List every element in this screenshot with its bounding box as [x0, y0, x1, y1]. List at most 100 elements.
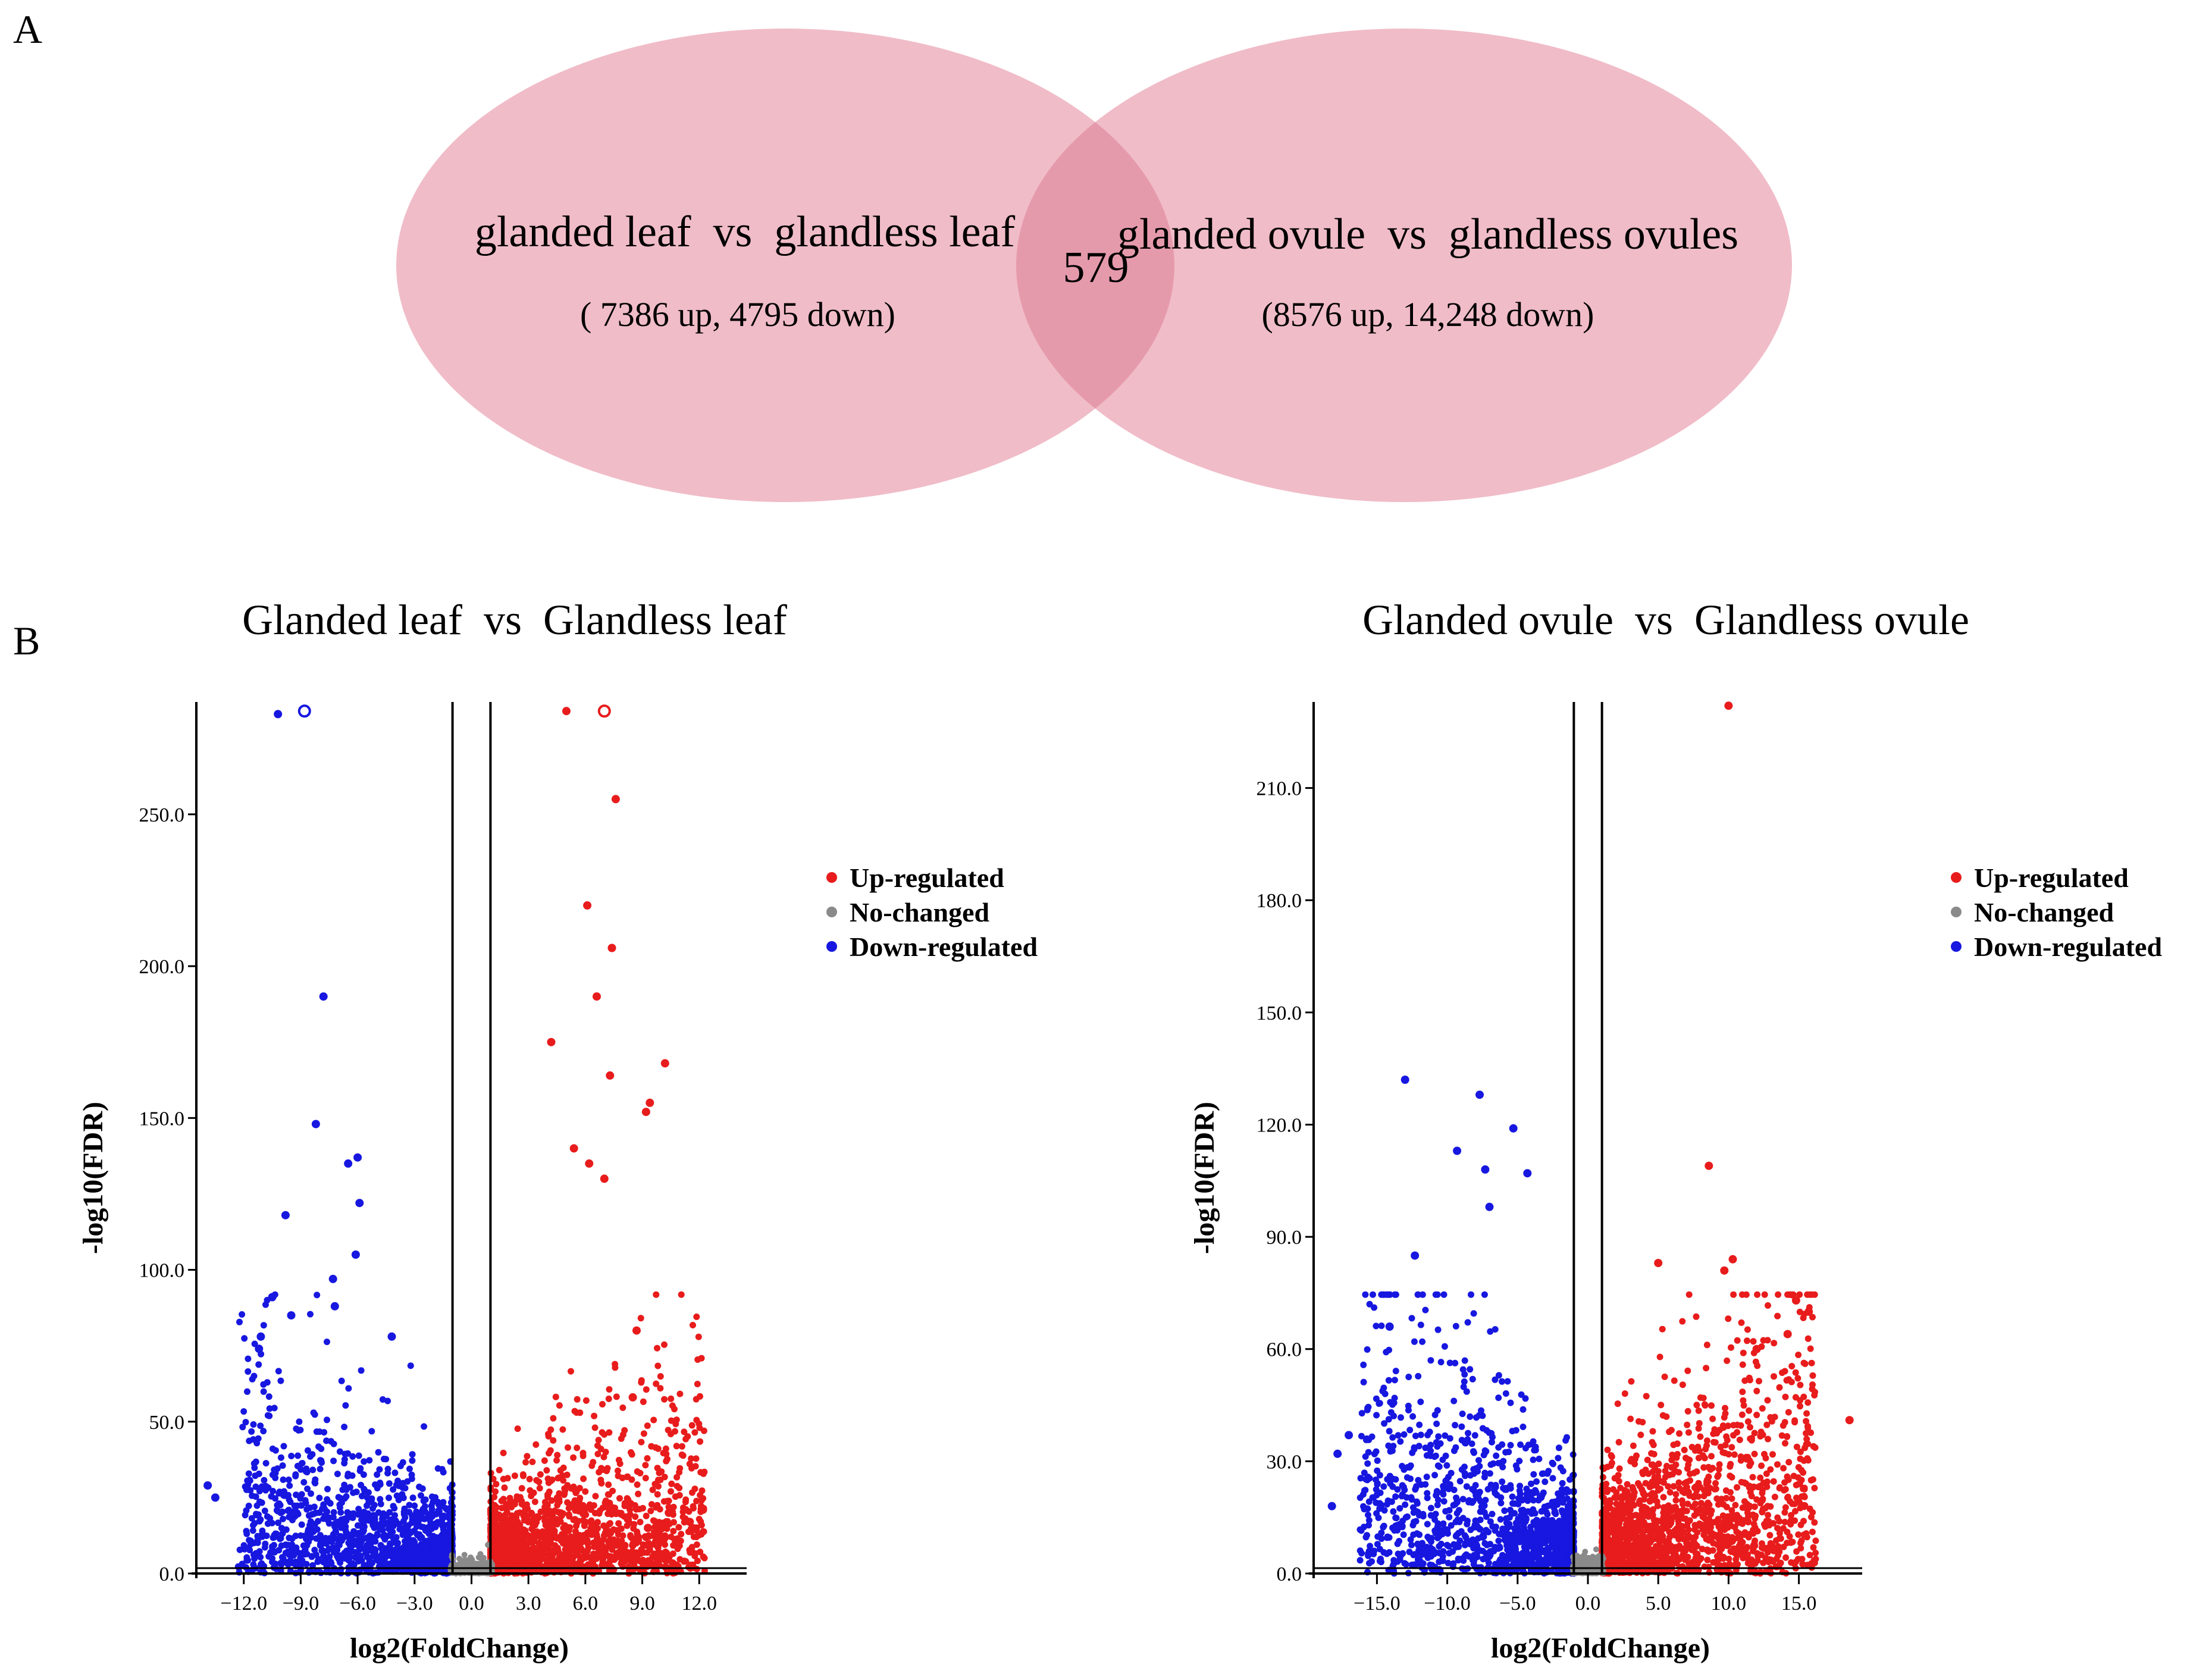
- x-tick-label: 12.0: [682, 1593, 718, 1615]
- point-down: [281, 1211, 290, 1220]
- point-up: [1783, 1330, 1792, 1339]
- point-up: [665, 1508, 673, 1517]
- point-up: [1705, 1161, 1713, 1170]
- x-tick-label: 0.0: [459, 1593, 484, 1615]
- point-down: [1475, 1090, 1484, 1099]
- point-down: [1509, 1124, 1518, 1133]
- venn-right-counts: (8576 up, 14,248 down): [1261, 295, 1594, 334]
- point-up: [1720, 1266, 1729, 1275]
- x-tick-label: −5.0: [1499, 1593, 1536, 1615]
- point-up: [606, 1071, 615, 1080]
- point-down: [311, 1120, 320, 1129]
- point-up: [698, 1505, 707, 1514]
- point-down: [351, 1250, 360, 1259]
- point-up: [628, 1393, 637, 1402]
- x-tick-label: 6.0: [573, 1593, 599, 1615]
- y-tick-label: 250.0: [139, 804, 185, 826]
- point-up: [1724, 701, 1733, 710]
- x-tick-label: 9.0: [629, 1593, 655, 1615]
- y-tick-label: 0.0: [1277, 1563, 1302, 1585]
- y-tick-label: 120.0: [1257, 1114, 1302, 1136]
- point-up: [597, 704, 611, 718]
- point-down: [355, 1199, 364, 1208]
- x-axis-label: log2(FoldChange): [350, 1632, 569, 1664]
- volcano-plot-leaf: Glanded leaf vs Glandless leaf −12.0 −9.0…: [77, 596, 1038, 1664]
- y-tick-label: 0.0: [159, 1563, 185, 1585]
- point-down: [1327, 1502, 1336, 1510]
- point-down: [328, 1274, 337, 1283]
- point-down: [203, 1481, 212, 1490]
- venn-right-title: glanded ovule vs glandless ovules: [1117, 210, 1738, 259]
- legend-none-label: No-changed: [850, 897, 990, 927]
- y-tick-label: 180.0: [1257, 890, 1302, 912]
- legend-up-label: Up-regulated: [850, 863, 1004, 893]
- chart-title: Glanded ovule vs Glandless ovule: [1362, 596, 1969, 644]
- y-tick-label: 50.0: [149, 1412, 185, 1434]
- volcano-plot-ovule: Glanded ovule vs Glandless ovule −15.0 −1…: [1189, 596, 2162, 1664]
- venn-overlap-count: 579: [1063, 243, 1129, 292]
- point-down: [353, 1153, 362, 1162]
- point-up: [1654, 1259, 1663, 1268]
- point-down: [297, 704, 311, 718]
- point-down: [211, 1493, 220, 1502]
- y-tick-label: 100.0: [139, 1260, 185, 1282]
- point-down: [1453, 1146, 1462, 1155]
- legend-down-label: Down-regulated: [1974, 932, 2162, 962]
- x-axis-label: log2(FoldChange): [1491, 1632, 1710, 1664]
- x-tick-label: −12.0: [220, 1593, 267, 1615]
- venn-left-ellipse: [396, 29, 1174, 502]
- point-down: [1523, 1169, 1532, 1178]
- y-tick-label: 210.0: [1257, 778, 1302, 800]
- point-up: [583, 901, 592, 910]
- venn-left-title: glanded leaf vs glandless leaf: [475, 208, 1016, 256]
- legend-down-marker: [1951, 941, 1962, 952]
- point-down: [1481, 1165, 1490, 1174]
- venn-left-counts: ( 7386 up, 4795 down): [580, 295, 895, 334]
- legend-up-marker: [1951, 872, 1962, 883]
- down-cloud: [234, 1291, 456, 1577]
- y-tick-label: 90.0: [1267, 1227, 1302, 1249]
- point-up: [632, 1326, 641, 1335]
- point-down: [1411, 1251, 1420, 1260]
- point-up: [1845, 1416, 1854, 1425]
- point-down: [1400, 1076, 1409, 1084]
- point-up: [562, 707, 571, 716]
- point-up: [585, 1159, 594, 1168]
- point-down: [256, 1332, 265, 1341]
- panel-label-a: A: [13, 7, 42, 52]
- point-up: [607, 943, 616, 952]
- legend: Up-regulated No-changed Down-regulated: [826, 863, 1038, 962]
- point-up: [646, 1098, 654, 1107]
- x-tick-label: 10.0: [1711, 1593, 1747, 1615]
- legend-none-marker: [1951, 907, 1962, 917]
- venn-diagram: A glanded leaf vs glandless leaf ( 7386 …: [13, 7, 1792, 502]
- point-up: [593, 992, 601, 1001]
- point-up: [1752, 1344, 1761, 1353]
- venn-right-ellipse: [1016, 29, 1792, 502]
- point-up: [644, 1524, 653, 1532]
- point-up: [569, 1144, 578, 1153]
- x-tick-label: −10.0: [1424, 1593, 1471, 1615]
- panel-label-b: B: [13, 618, 40, 663]
- point-up: [660, 1059, 669, 1068]
- point-down: [344, 1159, 353, 1168]
- y-tick-label: 30.0: [1267, 1451, 1302, 1473]
- point-up: [1791, 1296, 1800, 1305]
- up-cloud: [487, 1291, 708, 1577]
- legend: Up-regulated No-changed Down-regulated: [1951, 863, 2162, 962]
- x-tick-label: −3.0: [396, 1593, 433, 1615]
- point-down: [268, 1293, 277, 1302]
- point-up: [641, 1108, 650, 1117]
- point-up: [611, 795, 620, 804]
- y-tick-label: 60.0: [1267, 1339, 1302, 1361]
- legend-up-label: Up-regulated: [1974, 863, 2129, 893]
- point-down: [1385, 1322, 1394, 1331]
- point-up: [685, 1518, 694, 1526]
- x-tick-label: −15.0: [1353, 1593, 1400, 1615]
- x-tick-label: 5.0: [1646, 1593, 1671, 1615]
- point-down: [387, 1332, 396, 1341]
- point-up: [547, 1037, 556, 1046]
- x-tick-label: −9.0: [283, 1593, 319, 1615]
- point-down: [319, 992, 328, 1001]
